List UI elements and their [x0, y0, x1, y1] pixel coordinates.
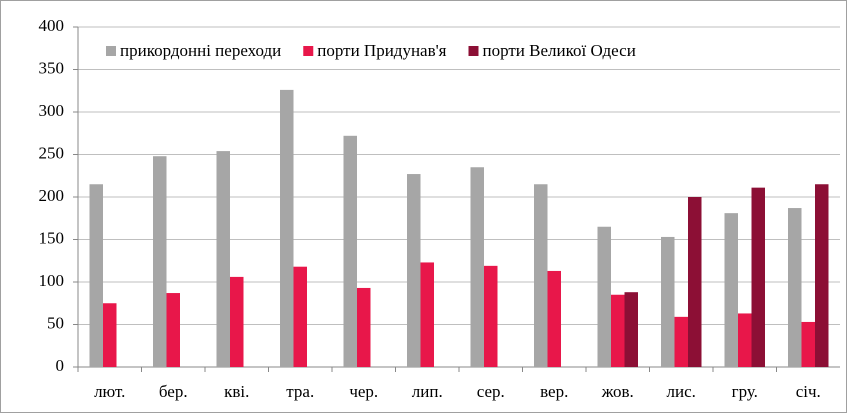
bar — [801, 321, 815, 367]
y-tick-label: 250 — [39, 143, 65, 162]
bar — [216, 151, 230, 367]
legend-label: порти Великої Одеси — [483, 41, 636, 60]
y-tick-label: 150 — [39, 228, 65, 247]
y-tick-label: 0 — [56, 356, 65, 375]
bar — [407, 174, 421, 367]
bar — [788, 208, 802, 367]
bar — [230, 276, 244, 367]
bar — [547, 270, 561, 367]
y-tick-label: 350 — [39, 58, 65, 77]
bar — [470, 167, 484, 367]
bar — [484, 265, 498, 367]
legend-swatch — [468, 46, 479, 56]
y-tick-label: 400 — [39, 16, 65, 35]
bar — [293, 266, 307, 367]
bar — [751, 187, 765, 367]
x-tick-label: бер. — [159, 382, 188, 401]
bar — [738, 313, 752, 367]
bar — [674, 316, 688, 367]
bar — [815, 184, 829, 367]
bar — [103, 303, 117, 367]
bar — [611, 294, 625, 367]
x-tick-label: кві. — [224, 382, 249, 401]
bar — [688, 197, 702, 367]
x-tick-label: жов. — [601, 382, 634, 401]
bar — [280, 89, 294, 368]
bar — [724, 213, 738, 367]
x-tick-label: вер. — [540, 382, 568, 401]
bar — [357, 287, 371, 367]
x-tick-label: чер. — [349, 382, 378, 401]
x-tick-label: лис. — [667, 382, 696, 401]
y-tick-label: 50 — [47, 313, 64, 332]
bar — [534, 184, 548, 367]
y-tick-label: 200 — [39, 186, 65, 205]
legend-swatch — [303, 46, 314, 56]
bar — [597, 226, 611, 367]
bar — [153, 156, 167, 367]
bar — [624, 292, 638, 367]
bar — [89, 184, 103, 367]
x-tick-label: сер. — [477, 382, 505, 401]
x-tick-label: гру. — [732, 382, 758, 401]
legend-label: прикордонні переходи — [120, 41, 281, 60]
y-tick-label: 100 — [39, 271, 65, 290]
x-tick-label: лип. — [412, 382, 443, 401]
bar — [420, 262, 434, 367]
y-tick-label: 300 — [39, 101, 65, 120]
bar — [661, 236, 675, 367]
bar — [343, 135, 357, 367]
x-tick-label: тра. — [286, 382, 314, 401]
x-tick-label: лют. — [94, 382, 125, 401]
legend-label: порти Придунав'я — [317, 41, 446, 60]
bar — [166, 293, 180, 367]
x-tick-label: січ. — [796, 382, 821, 401]
legend-swatch — [106, 46, 116, 56]
